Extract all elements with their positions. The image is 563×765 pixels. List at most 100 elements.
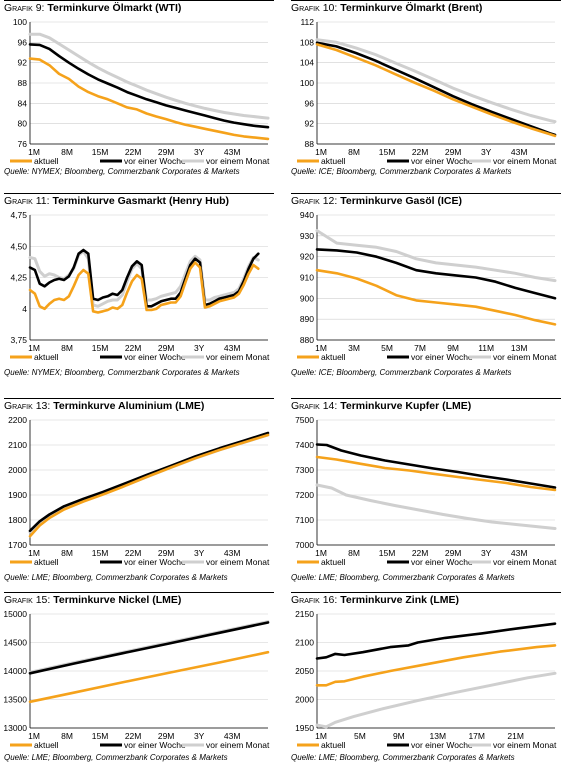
chart-title-text: Terminkurve Ölmarkt (WTI) xyxy=(47,2,182,14)
x-tick-label: 29M xyxy=(158,343,175,353)
y-tick-label: 108 xyxy=(300,37,314,47)
x-tick-label: 17M xyxy=(468,731,485,741)
y-tick-label: 14000 xyxy=(4,666,27,676)
chart-number: Grafik 11: xyxy=(4,195,50,207)
chart-title: Grafik 15: Terminkurve Nickel (LME) xyxy=(4,592,274,607)
y-tick-label: 100 xyxy=(300,78,314,88)
series-line-month xyxy=(28,32,270,120)
chart-panel-4: Grafik 12: Terminkurve Gasöl (ICE) 880 890… xyxy=(291,193,561,380)
y-tick-label: 880 xyxy=(300,335,314,345)
x-tick-label: 8M xyxy=(61,343,73,353)
chart-number: Grafik 16: xyxy=(291,594,338,606)
legend-label-current: aktuell xyxy=(34,740,59,750)
x-tick-label: 22M xyxy=(125,147,142,157)
series-line-current xyxy=(315,644,557,687)
y-tick-label: 930 xyxy=(300,231,314,241)
series-line-week xyxy=(28,248,260,308)
chart-title: Grafik 14: Terminkurve Kupfer (LME) xyxy=(291,398,561,413)
series-line-month xyxy=(315,671,557,729)
y-tick-label: 2100 xyxy=(8,440,27,450)
source-note: Quelle: NYMEX; Bloomberg, Commerzbank Co… xyxy=(4,368,240,377)
source-note: Quelle: LME; Bloomberg, Commerzbank Corp… xyxy=(4,573,228,582)
chart-number: Grafik 9: xyxy=(4,2,45,14)
x-tick-label: 1M xyxy=(28,343,40,353)
line-chart: 76 80 84 88 92 96 100 1M 8M 15M 22M 29M 3Y 43M aktuell… xyxy=(10,17,270,166)
chart-number: Grafik 15: xyxy=(4,594,51,606)
line-chart: 13000 13500 14000 14500 15000 1M 8M 15M 22M 29M 3Y… xyxy=(4,609,270,750)
chart-title: Grafik 13: Terminkurve Aluminium (LME) xyxy=(4,398,274,413)
legend-label-month: vor einem Monat xyxy=(206,557,270,567)
y-tick-label: 2000 xyxy=(295,695,314,705)
x-tick-label: 11M xyxy=(478,343,494,353)
source-note: Quelle: LME; Bloomberg, Commerzbank Corp… xyxy=(291,753,515,762)
x-tick-label: 8M xyxy=(348,548,360,558)
source-note: Quelle: NYMEX; Bloomberg, Commerzbank Co… xyxy=(4,167,240,176)
legend-label-current: aktuell xyxy=(321,557,346,567)
legend-label-current: aktuell xyxy=(321,352,346,362)
series-line-current xyxy=(315,43,557,138)
source-note: Quelle: ICE; Bloomberg, Commerzbank Corp… xyxy=(291,167,512,176)
chart-title-text: Terminkurve Ölmarkt (Brent) xyxy=(340,2,483,14)
y-tick-label: 2050 xyxy=(295,666,314,676)
y-tick-label: 7200 xyxy=(295,490,314,500)
series-line-month xyxy=(315,483,557,530)
y-tick-label: 1700 xyxy=(8,540,27,550)
x-tick-label: 1M xyxy=(315,548,327,558)
legend-label-week: vor einer Woche xyxy=(124,740,186,750)
legend-label-week: vor einer Woche xyxy=(124,557,186,567)
x-tick-label: 3Y xyxy=(194,343,205,353)
y-tick-label: 4,50 xyxy=(10,241,27,251)
y-tick-label: 2000 xyxy=(8,465,27,475)
x-tick-label: 43M xyxy=(511,548,528,558)
y-tick-label: 2100 xyxy=(295,638,314,648)
y-tick-label: 88 xyxy=(18,78,28,88)
series-line-current xyxy=(28,433,270,538)
x-tick-label: 1M xyxy=(28,147,40,157)
series-line-current xyxy=(315,455,557,492)
chart-number: Grafik 14: xyxy=(291,400,338,412)
y-tick-label: 7500 xyxy=(295,415,314,425)
y-tick-label: 3,75 xyxy=(10,335,27,345)
y-tick-label: 88 xyxy=(305,139,315,149)
chart-title-text: Terminkurve Zink (LME) xyxy=(340,594,460,606)
chart-title-text: Terminkurve Gasmarkt (Henry Hub) xyxy=(52,195,230,207)
x-tick-label: 15M xyxy=(92,731,109,741)
chart-panel-8: Grafik 16: Terminkurve Zink (LME) 1950 200… xyxy=(291,592,561,765)
y-tick-label: 84 xyxy=(18,98,28,108)
y-tick-label: 1950 xyxy=(295,723,314,733)
chart-panel-5: Grafik 13: Terminkurve Aluminium (LME) 17… xyxy=(4,398,274,585)
x-tick-label: 43M xyxy=(224,343,241,353)
x-tick-label: 22M xyxy=(412,548,429,558)
x-tick-label: 7M xyxy=(414,343,426,353)
y-tick-label: 2150 xyxy=(295,609,314,619)
y-tick-label: 15000 xyxy=(4,609,27,619)
y-tick-label: 1900 xyxy=(8,490,27,500)
y-tick-label: 4,25 xyxy=(10,273,27,283)
y-tick-label: 14500 xyxy=(4,638,27,648)
chart-number: Grafik 13: xyxy=(4,400,51,412)
y-tick-label: 7400 xyxy=(295,440,314,450)
y-tick-label: 7100 xyxy=(295,515,314,525)
y-tick-label: 2200 xyxy=(8,415,27,425)
y-tick-label: 940 xyxy=(300,210,314,220)
x-tick-label: 22M xyxy=(125,731,142,741)
x-tick-label: 29M xyxy=(158,147,175,157)
chart-title: Grafik 11: Terminkurve Gasmarkt (Henry H… xyxy=(4,193,274,208)
y-tick-label: 104 xyxy=(300,58,314,68)
series-line-current xyxy=(28,57,270,141)
y-tick-label: 900 xyxy=(300,293,314,303)
y-tick-label: 890 xyxy=(300,314,314,324)
y-tick-label: 112 xyxy=(300,17,314,27)
series-line-current xyxy=(28,261,260,314)
line-chart: 1950 2000 2050 2100 2150 1M 5M 9M 13M 17M 21M aktue… xyxy=(295,609,557,750)
x-tick-label: 29M xyxy=(445,147,462,157)
chart-panel-6: Grafik 14: Terminkurve Kupfer (LME) 7000 7… xyxy=(291,398,561,585)
legend-label-week: vor einer Woche xyxy=(124,352,186,362)
line-chart: 7000 7100 7200 7300 7400 7500 1M 8M 15M 22M 29M 3Y 4… xyxy=(295,415,557,567)
line-chart: 880 890 900 910 920 930 940 1M 3M 5M 7M 9M 11M 13M akt… xyxy=(297,210,557,362)
x-tick-label: 3Y xyxy=(481,548,492,558)
series-line-week xyxy=(315,248,557,300)
x-tick-label: 3Y xyxy=(194,147,205,157)
y-tick-label: 1800 xyxy=(8,515,27,525)
x-tick-label: 5M xyxy=(354,731,366,741)
